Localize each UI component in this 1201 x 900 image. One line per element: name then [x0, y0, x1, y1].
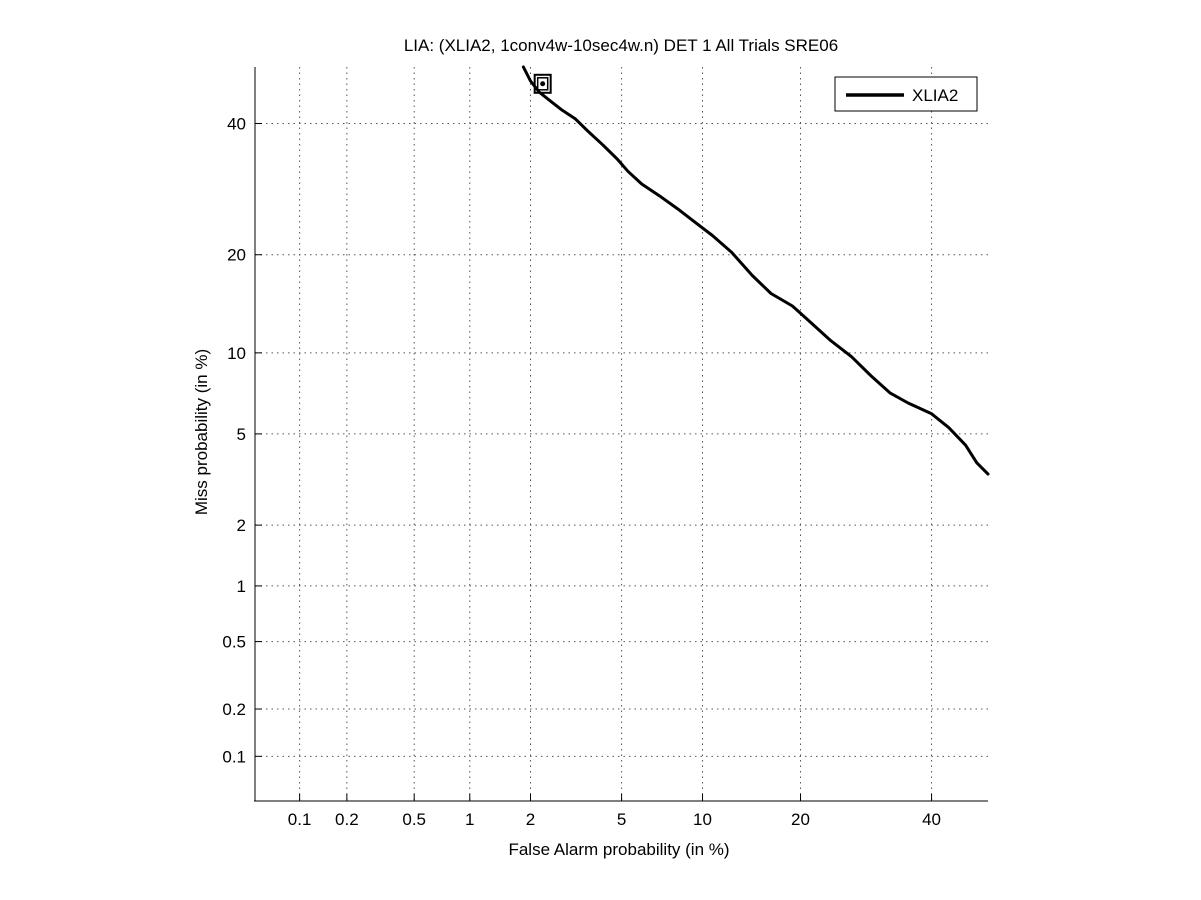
legend-entry-xlia2: XLIA2: [912, 86, 958, 105]
x-tick-label: 0.5: [402, 810, 426, 829]
x-axis-ticks: 0.1 0.2 0.5 1 2 5 10 20 40: [288, 794, 941, 829]
y-axis-label: Miss probability (in %): [192, 349, 211, 515]
grid-lines: [255, 67, 988, 801]
min-dcf-marker: [533, 73, 552, 94]
y-tick-label: 0.1: [222, 747, 246, 766]
x-tick-label: 0.2: [335, 810, 359, 829]
y-tick-label: 40: [227, 115, 246, 134]
x-tick-label: 20: [791, 810, 810, 829]
x-tick-label: 2: [526, 810, 535, 829]
min-dcf-marker-inner: [536, 77, 549, 91]
y-tick-label: 0.5: [222, 633, 246, 652]
y-tick-label: 20: [227, 246, 246, 265]
x-tick-label: 0.1: [288, 810, 312, 829]
x-tick-label: 10: [693, 810, 712, 829]
y-tick-label: 5: [237, 425, 246, 444]
x-axis-label: False Alarm probability (in %): [508, 840, 729, 859]
legend: XLIA2: [834, 76, 978, 112]
y-tick-label: 10: [227, 344, 246, 363]
y-tick-label: 2: [237, 516, 246, 535]
y-tick-label: 1: [237, 577, 246, 596]
x-tick-label: 5: [617, 810, 626, 829]
y-axis-ticks: 0.1 0.2 0.5 1 2 5 10 20 40: [222, 115, 262, 766]
min-dcf-marker-square: [533, 73, 552, 94]
min-dcf-marker-dot: [540, 81, 546, 87]
series-line-xlia2: [521, 65, 990, 476]
series-layer: [521, 65, 990, 476]
chart-title: LIA: (XLIA2, 1conv4w-10sec4w.n) DET 1 Al…: [404, 36, 838, 55]
x-tick-label: 1: [465, 810, 474, 829]
y-tick-label: 0.2: [222, 700, 246, 719]
x-tick-label: 40: [922, 810, 941, 829]
